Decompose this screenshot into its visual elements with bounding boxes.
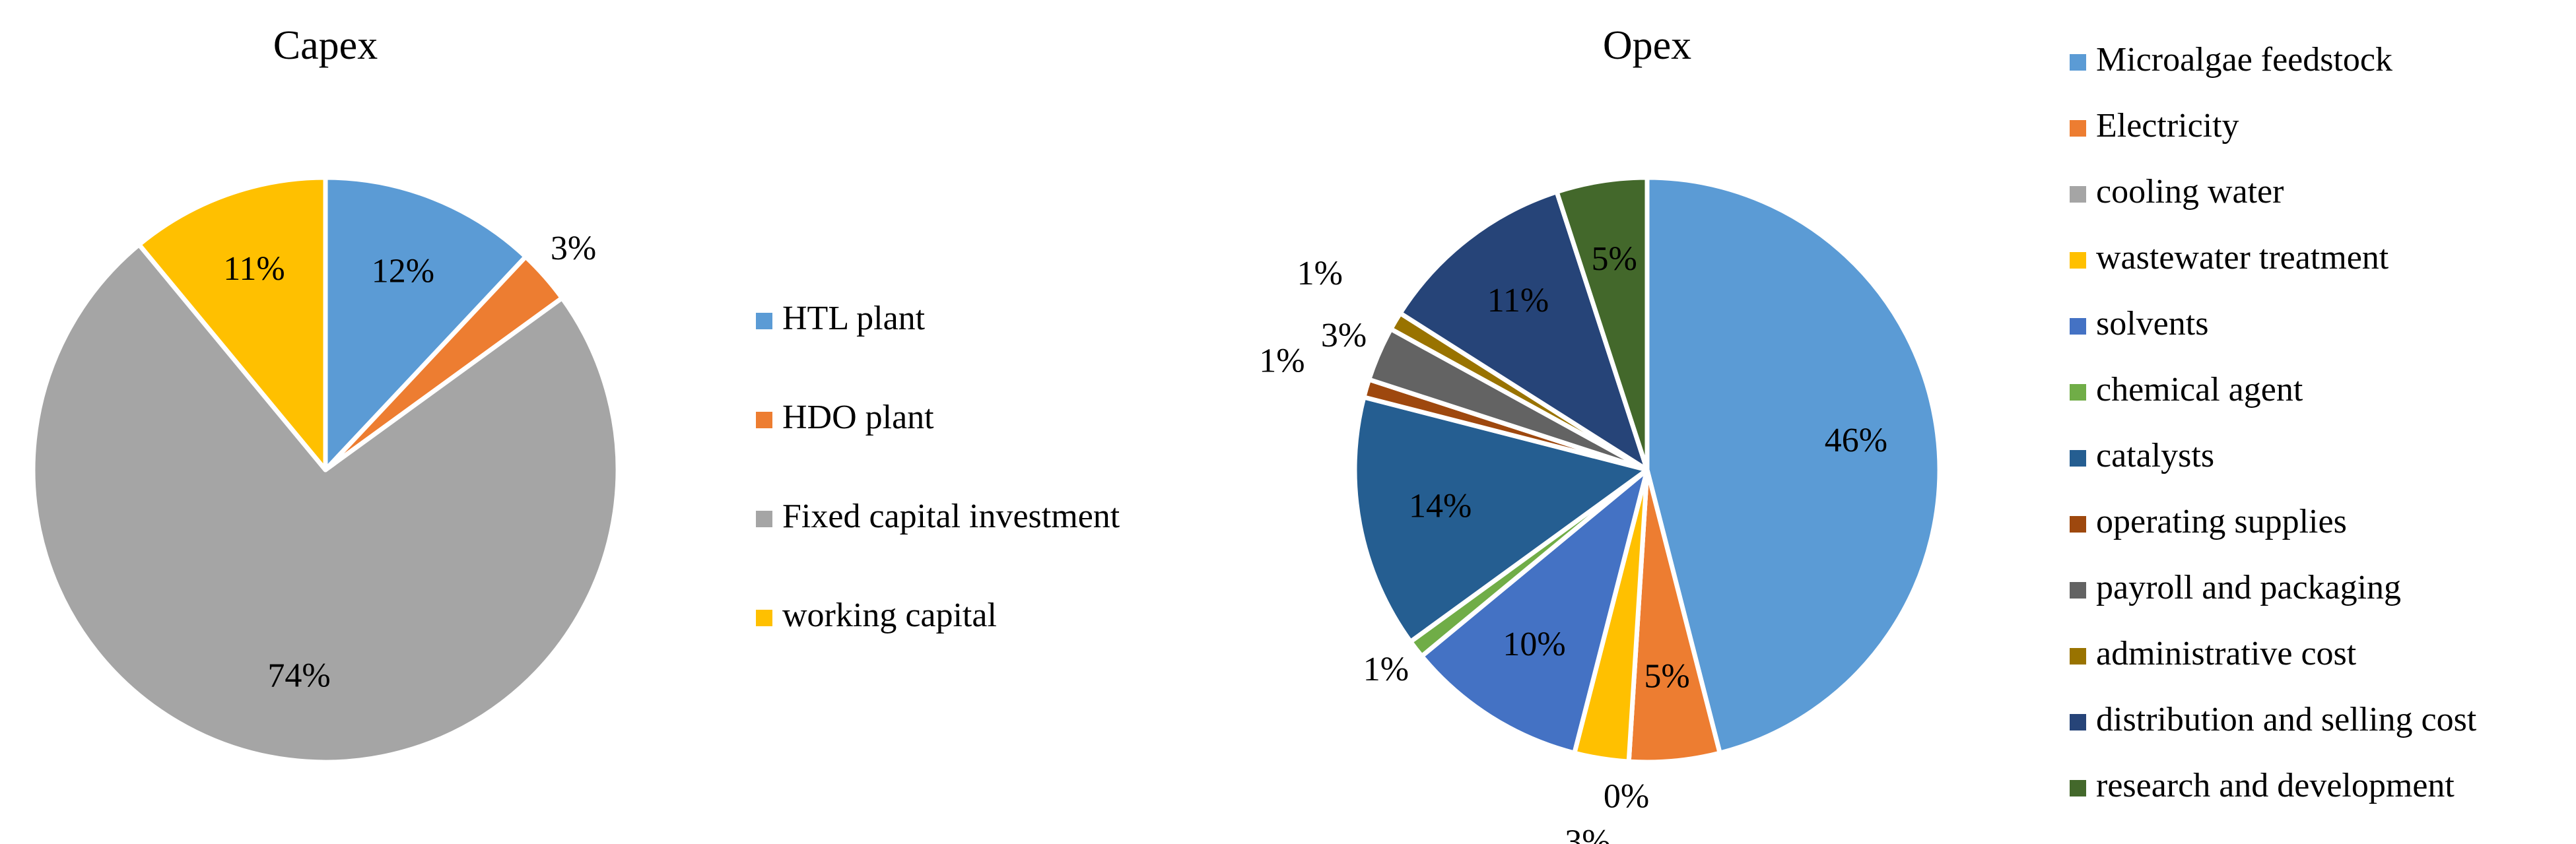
legend-swatch [756, 313, 772, 329]
pie-slice [137, 175, 328, 472]
data-label: 10% [1503, 626, 1565, 663]
pie-slice [1554, 175, 1650, 472]
legend-label: HDO plant [782, 399, 934, 436]
legend-label: administrative cost [2096, 635, 2357, 672]
legend-swatch [2070, 450, 2086, 467]
pie-slice [1419, 467, 1650, 756]
data-label: 1% [1259, 342, 1305, 379]
chart-title: Capex [273, 23, 378, 68]
data-label: 11% [1487, 282, 1549, 319]
data-label: 5% [1644, 657, 1689, 695]
pie-slice [323, 175, 528, 472]
legend-swatch [2070, 318, 2086, 335]
legend-swatch [756, 610, 772, 626]
legend-swatch [2070, 120, 2086, 137]
legend-swatch [2070, 384, 2086, 401]
data-label: 46% [1825, 422, 1887, 459]
legend-label: solvents [2096, 305, 2208, 342]
data-label: 3% [1565, 824, 1610, 844]
data-label: 74% [267, 657, 330, 694]
legend-label: cooling water [2096, 173, 2284, 211]
legend-label: working capital [782, 597, 997, 634]
data-label: 3% [1321, 317, 1367, 354]
data-label: 0% [1604, 778, 1649, 816]
pie-slice [30, 242, 621, 765]
data-label: 1% [1297, 255, 1343, 292]
legend-swatch [2070, 186, 2086, 203]
data-label: 3% [551, 230, 596, 267]
legend-swatch [2070, 582, 2086, 599]
data-label: 14% [1409, 488, 1472, 525]
legend-swatch [756, 412, 772, 428]
data-label: 11% [223, 250, 285, 288]
data-label: 1% [1363, 651, 1409, 688]
pie-slice [1398, 189, 1650, 472]
legend-label: chemical agent [2096, 371, 2303, 408]
legend-label: distribution and selling cost [2096, 701, 2477, 738]
legend-label: catalysts [2096, 437, 2214, 474]
legend-swatch [2070, 648, 2086, 665]
legend-label: payroll and packaging [2096, 569, 2401, 606]
legend-swatch [2070, 780, 2086, 796]
legend-label: research and development [2096, 767, 2455, 804]
legend-label: Microalgae feedstock [2096, 41, 2392, 79]
legend-swatch [2070, 714, 2086, 730]
pie-slice [1644, 175, 1942, 756]
legend-label: Fixed capital investment [782, 498, 1120, 535]
pie-slice [1352, 395, 1650, 644]
legend-swatch [2070, 54, 2086, 71]
legend-swatch [756, 511, 772, 527]
data-label: 5% [1591, 240, 1637, 278]
legend-label: wastewater treatment [2096, 239, 2389, 276]
legend-label: HTL plant [782, 300, 926, 337]
legend-swatch [2070, 252, 2086, 269]
legend-label: Electricity [2096, 107, 2239, 145]
chart-title: Opex [1603, 23, 1691, 68]
legend-swatch [2070, 516, 2086, 533]
data-label: 12% [372, 252, 434, 290]
legend-label: operating supplies [2096, 503, 2347, 540]
